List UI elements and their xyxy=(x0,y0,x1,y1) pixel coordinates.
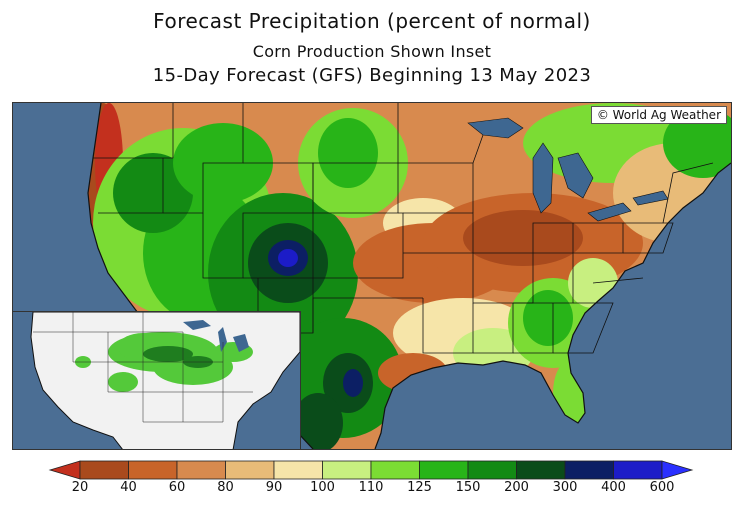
legend-label: 400 xyxy=(601,480,626,495)
legend-label: 20 xyxy=(71,480,89,495)
legend-swatch xyxy=(370,460,420,480)
map-canvas xyxy=(87,103,731,449)
legend-swatch xyxy=(322,460,372,480)
legend-swatch xyxy=(128,460,178,480)
corn-dense-areas xyxy=(143,346,213,368)
legend-label: 110 xyxy=(358,480,384,495)
legend-swatch xyxy=(516,460,566,480)
legend-arrow-high xyxy=(661,460,694,480)
legend-label: 200 xyxy=(504,480,529,495)
legend-labels: 20 40 60 80 90 100 110 125 150 200 300 400 600 xyxy=(0,480,744,500)
legend-label: 60 xyxy=(168,480,186,495)
inset-boundaries xyxy=(33,312,253,423)
inset-lakes xyxy=(183,320,249,352)
legend-label: 300 xyxy=(552,480,578,495)
legend-label: 125 xyxy=(407,480,432,495)
state-boundaries xyxy=(93,103,714,354)
forecast-period: 15-Day Forecast (GFS) Beginning 13 May 2… xyxy=(152,65,592,86)
precip-field xyxy=(88,103,731,449)
legend-label: 80 xyxy=(217,480,234,495)
legend-label: 150 xyxy=(455,480,481,495)
great-lakes xyxy=(467,117,669,222)
legend-colorbar xyxy=(48,460,694,480)
legend-swatch xyxy=(564,460,614,480)
legend-swatch xyxy=(467,460,517,480)
legend-swatch xyxy=(176,460,226,480)
legend-label: 100 xyxy=(310,480,335,495)
map-title: Forecast Precipitation (percent of norma… xyxy=(153,9,591,33)
corn-production-inset xyxy=(13,311,301,449)
legend-arrow-low xyxy=(48,460,81,480)
inset-map xyxy=(30,312,300,449)
legend-swatch xyxy=(613,460,663,480)
legend-label: 600 xyxy=(649,480,675,495)
map-subtitle: Corn Production Shown Inset xyxy=(252,42,492,61)
legend-label: 40 xyxy=(120,480,137,495)
legend-swatch xyxy=(419,460,469,480)
legend-swatch xyxy=(225,460,275,480)
legend-swatch xyxy=(273,460,323,480)
legend-label: 90 xyxy=(265,480,283,495)
copyright-label: © World Ag Weather xyxy=(590,106,727,124)
legend-swatch xyxy=(79,460,129,480)
precipitation-map: © World Ag Weather xyxy=(12,102,732,450)
